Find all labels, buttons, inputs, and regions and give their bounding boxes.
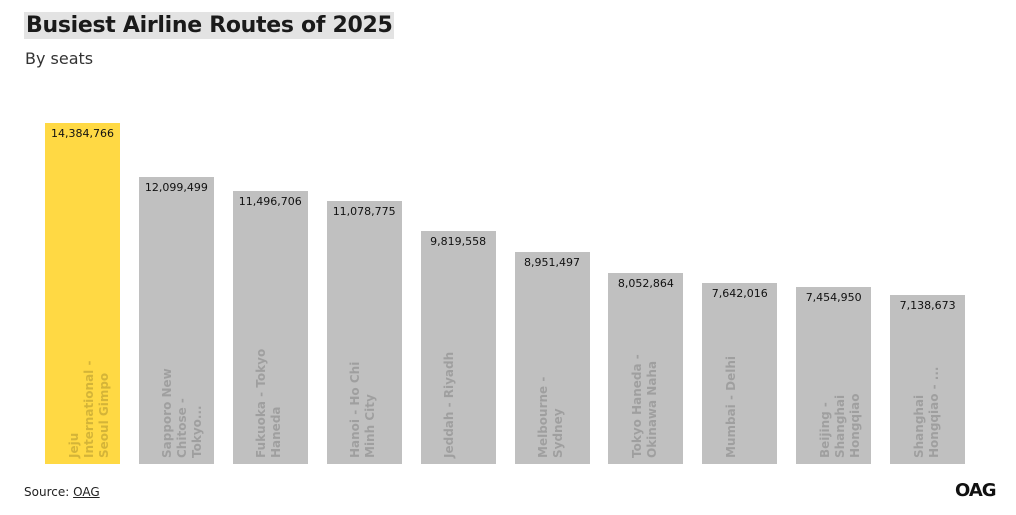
source-link[interactable]: OAG [73, 485, 100, 499]
bar [138, 177, 214, 464]
bar [420, 231, 496, 464]
x-tick-label: Sapporo New Chitose - Tokyo... [160, 368, 205, 458]
chart-title: Busiest Airline Routes of 2025 [24, 12, 395, 39]
value-label: 9,819,558 [430, 235, 487, 249]
value-label: 7,642,016 [711, 286, 768, 300]
bar [232, 191, 308, 464]
x-tick-label: Hanoi - Ho Chi Minh City [348, 361, 378, 458]
value-label: 11,078,775 [332, 205, 396, 219]
logo: OAG [955, 480, 997, 501]
x-tick-label: Jeddah - Riyadh [442, 351, 457, 458]
bar [514, 251, 590, 464]
x-tick-label: Beijing - Shanghai Hongqiao [817, 393, 862, 458]
chart-subtitle: By seats [25, 49, 94, 68]
x-tick-label: Fukuoka - Tokyo Haneda [254, 348, 284, 458]
source-label: Source: [24, 485, 70, 499]
bar [326, 201, 402, 464]
value-label: 8,951,497 [524, 255, 580, 269]
value-label: 7,454,950 [805, 291, 862, 305]
value-label: 11,496,706 [238, 195, 302, 209]
x-tick-label: Jeju International - Seoul Gimpo [66, 360, 111, 458]
bar [796, 287, 872, 464]
value-label: 12,099,499 [144, 181, 208, 195]
x-tick-label: Mumbai - Delhi [723, 356, 738, 458]
x-tick-label: Tokyo Haneda - Okinawa Naha [629, 354, 659, 458]
value-label: 14,384,766 [51, 127, 114, 140]
bar [890, 294, 966, 464]
x-tick-label: Shanghai Hongqiao - ... [911, 366, 941, 458]
source: Source: OAG [24, 485, 100, 499]
x-tick-label: Melbourne - Sydney [536, 376, 565, 458]
bar [702, 282, 778, 464]
bar [608, 273, 684, 464]
value-label: 7,138,673 [899, 298, 956, 312]
bar [45, 123, 120, 464]
value-label: 8,052,864 [617, 277, 674, 291]
